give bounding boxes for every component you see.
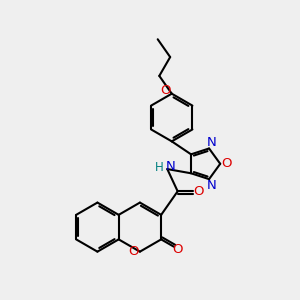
Text: O: O (172, 242, 183, 256)
Text: O: O (194, 185, 204, 198)
Text: O: O (160, 84, 171, 98)
Text: H: H (154, 161, 163, 174)
Text: N: N (166, 160, 176, 173)
Text: O: O (128, 245, 139, 258)
Text: O: O (221, 157, 231, 170)
Text: N: N (206, 136, 216, 149)
Text: N: N (206, 179, 216, 192)
